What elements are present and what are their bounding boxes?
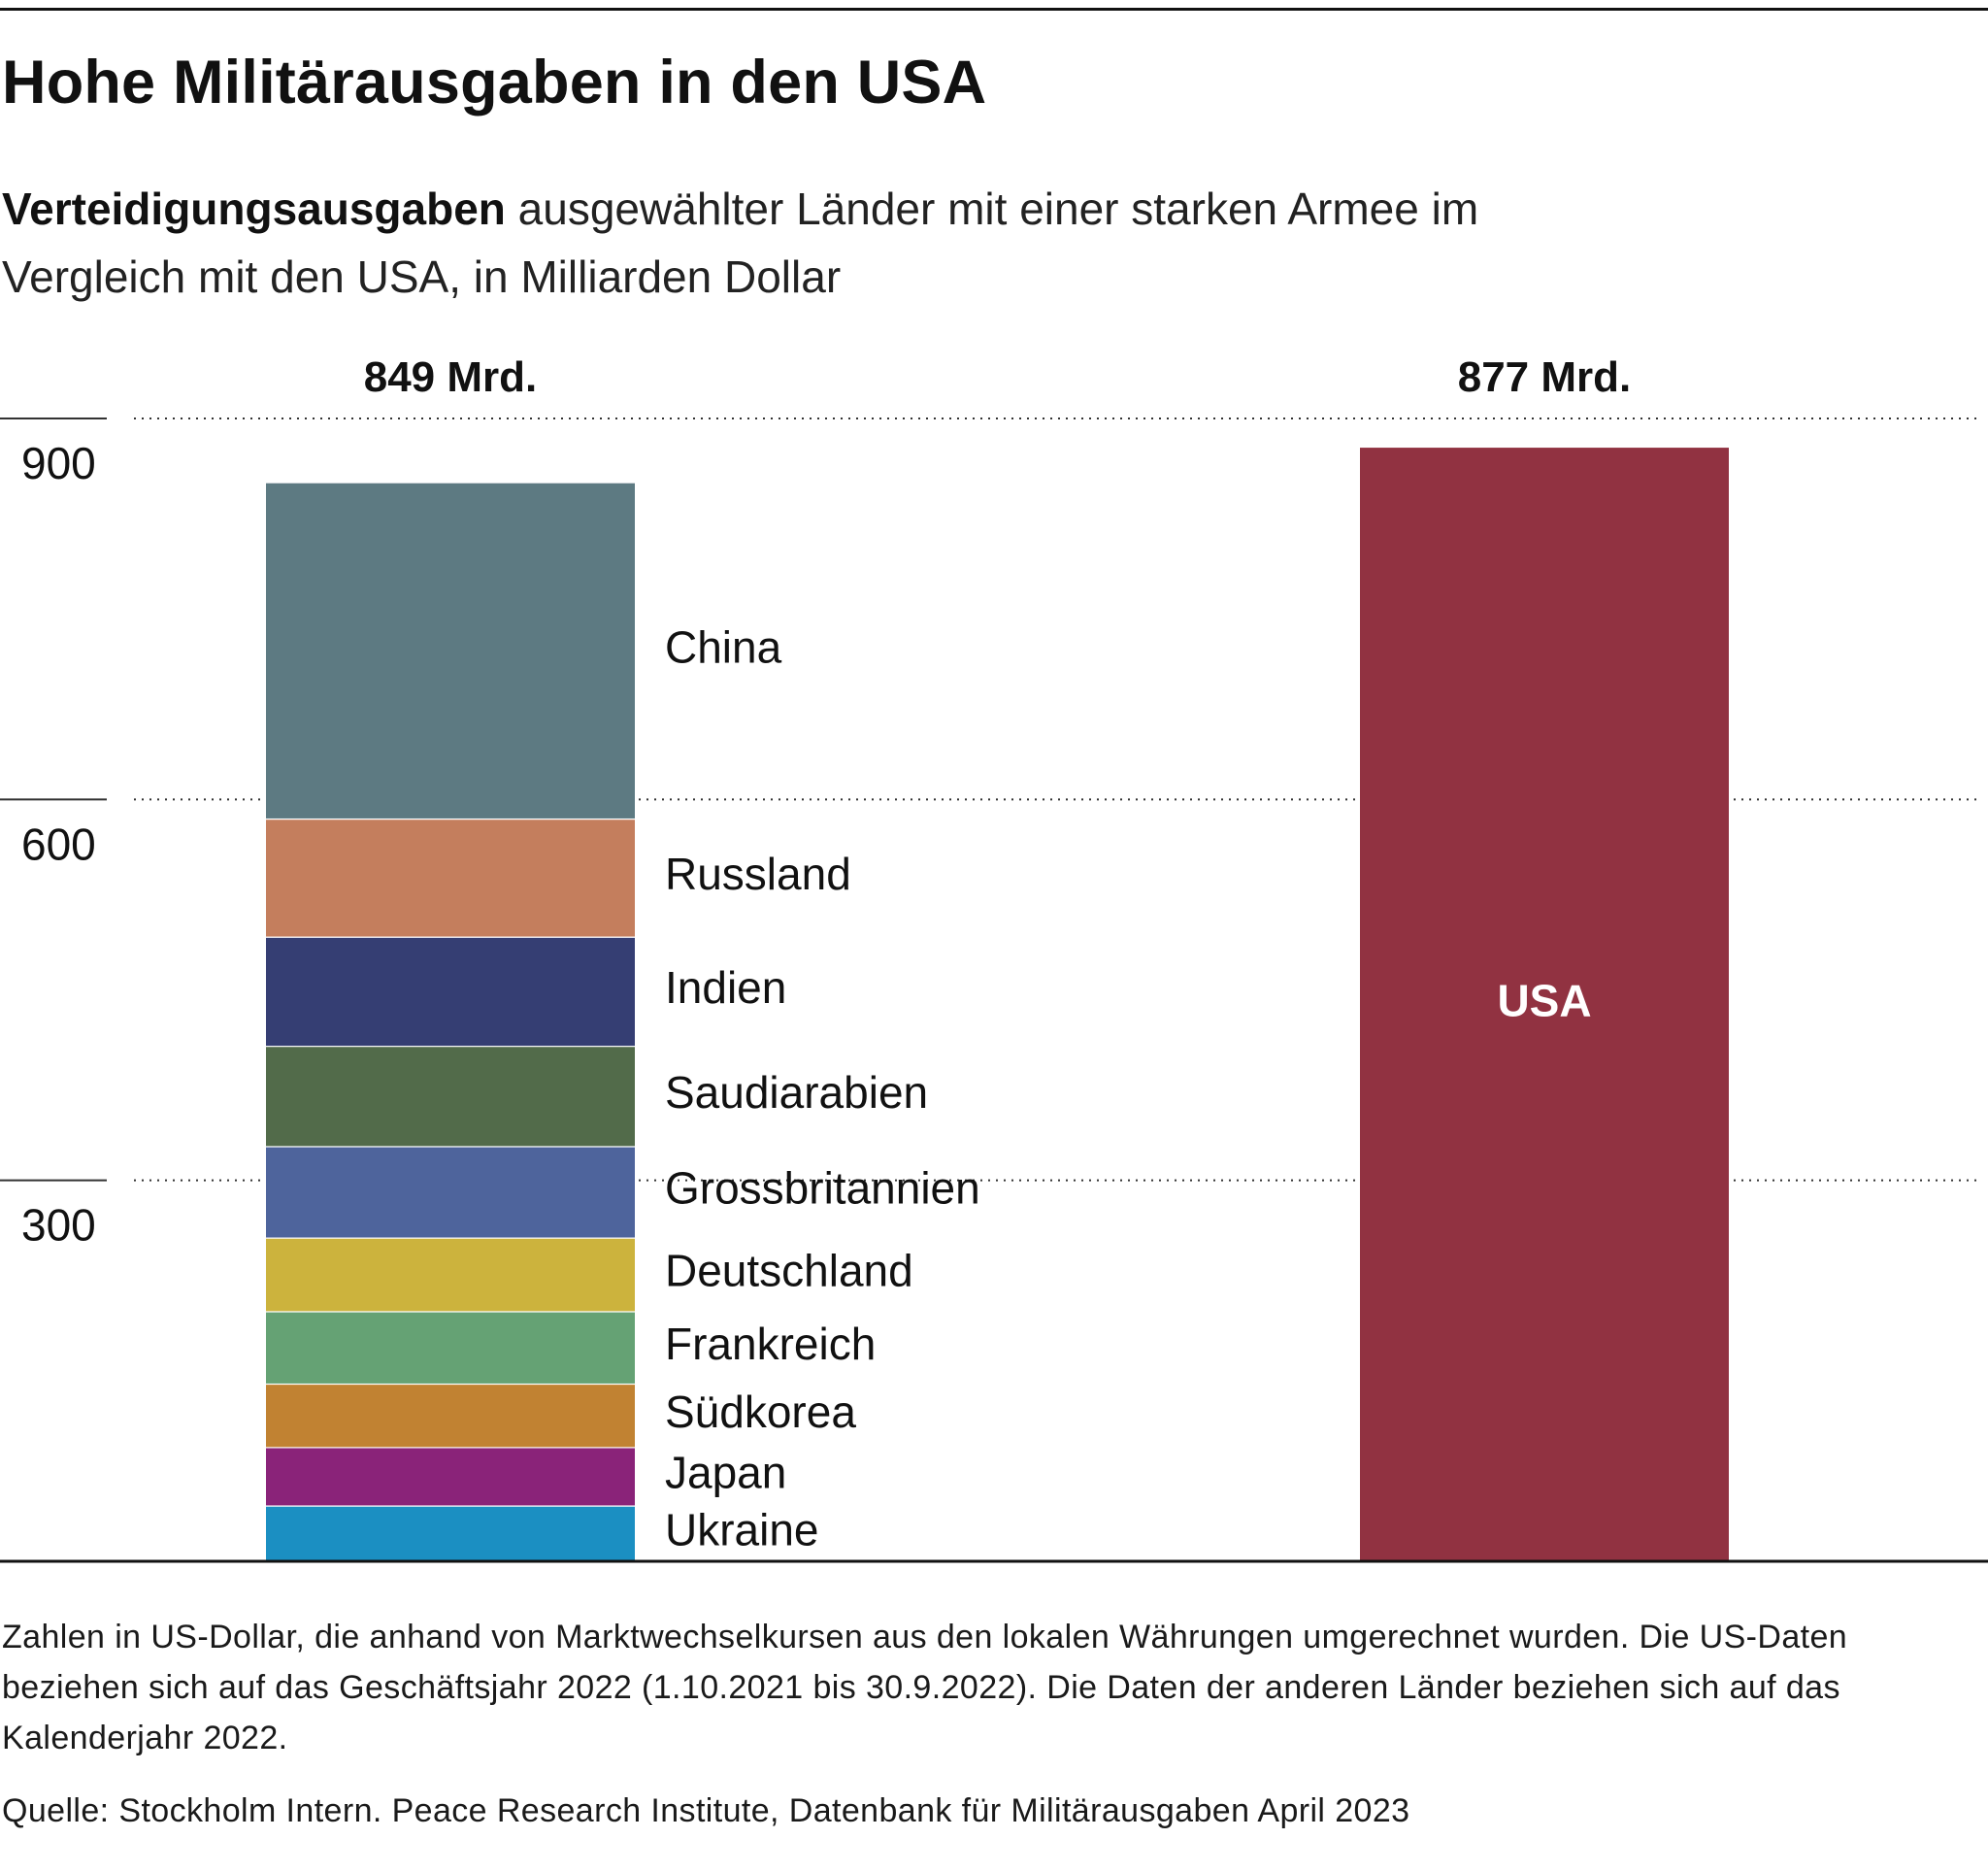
- segment-label-ukraine: Ukraine: [665, 1504, 819, 1554]
- segment-label-suedkorea: Südkorea: [665, 1387, 856, 1437]
- bar-segment-ukraine: [266, 1505, 635, 1561]
- segment-label-deutschland: Deutschland: [665, 1246, 913, 1296]
- y-tick-label-600: 600: [21, 819, 96, 869]
- top-rule: [0, 8, 1988, 11]
- bar-segment-frankreich: [266, 1311, 635, 1384]
- subtitle-rest: ausgewählter Länder mit einer starken Ar…: [2, 184, 1479, 302]
- bar-segment-russland: [266, 818, 635, 937]
- bar-segment-grossbritannien: [266, 1146, 635, 1238]
- bar-segment-saudiarabien: [266, 1046, 635, 1147]
- y-tick-label-300: 300: [21, 1200, 96, 1251]
- total-label-usa: 877 Mrd.: [1458, 353, 1632, 401]
- segment-label-japan: Japan: [665, 1448, 786, 1498]
- segment-label-saudiarabien: Saudiarabien: [665, 1067, 928, 1118]
- chart-subtitle: Verteidigungsausgaben ausgewählter Lände…: [2, 175, 1652, 311]
- bar-segment-usa: [1360, 448, 1729, 1562]
- chart-source: Quelle: Stockholm Intern. Peace Research…: [2, 1792, 1410, 1829]
- stacked-bar-chart: 300 600 900 Ukraine Japan Südkorea Frankreich D…: [0, 353, 1988, 1563]
- segment-label-russland: Russland: [665, 849, 851, 899]
- chart-title: Hohe Militärausgaben in den USA: [2, 49, 987, 117]
- bar-segment-suedkorea: [266, 1383, 635, 1448]
- bar-segment-china: [266, 483, 635, 819]
- bar-label-usa: USA: [1497, 976, 1591, 1026]
- subtitle-bold: Verteidigungsausgaben: [2, 184, 506, 234]
- bar-segment-indien: [266, 936, 635, 1047]
- segment-label-grossbritannien: Grossbritannien: [665, 1163, 980, 1214]
- bar-segment-japan: [266, 1447, 635, 1506]
- y-tick-label-900: 900: [21, 438, 96, 488]
- bar-segment-deutschland: [266, 1237, 635, 1312]
- segment-label-china: China: [665, 621, 782, 672]
- segment-label-frankreich: Frankreich: [665, 1319, 876, 1369]
- total-label-vergleichslaender: 849 Mrd.: [364, 353, 538, 401]
- segment-label-indien: Indien: [665, 962, 786, 1013]
- chart-footnote: Zahlen in US-Dollar, die anhand von Mark…: [2, 1619, 1848, 1756]
